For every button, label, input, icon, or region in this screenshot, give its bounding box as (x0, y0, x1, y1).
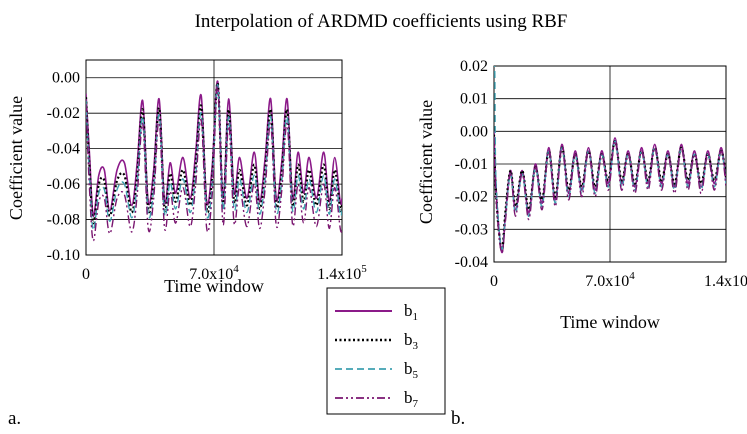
chart-panel-b: 0.02 0.01 0.00 -0.01 -0.02 -0.03 -0.040 7.0x104… (416, 58, 747, 332)
chart-panel-a: 0.00 -0.02 -0.04 -0.06 -0.08 -0.100 7.0x104 1.4… (6, 59, 367, 296)
x-axis-label: Time window (164, 276, 264, 296)
x-tick-label: 1.4x10 (704, 273, 747, 290)
y-axis-label: Coefficient value (6, 96, 26, 220)
y-tick-label: 0.02 (460, 58, 488, 75)
y-tick-label: -0.02 (47, 105, 80, 122)
x-tick-label: 7.0x104 (189, 263, 239, 283)
x-tick-label: 7.0x104 (585, 270, 635, 290)
y-tick-label: -0.04 (47, 141, 80, 158)
y-tick-label: -0.02 (455, 189, 488, 206)
y-tick-label: -0.10 (47, 247, 80, 264)
series-line-b7 (494, 137, 726, 254)
y-tick-label: 0.00 (52, 70, 80, 87)
figure-title: Interpolation of ARDMD coefficients usin… (195, 11, 568, 32)
y-tick-label: 0.00 (460, 123, 488, 140)
x-axis-label: Time window (560, 312, 660, 332)
x-tick-label: 0 (82, 266, 90, 283)
legend-box (326, 287, 446, 415)
y-tick-label: -0.03 (455, 221, 488, 238)
y-tick-label: -0.08 (47, 212, 80, 229)
y-tick-label: 0.01 (460, 91, 488, 108)
series-line-b7 (86, 85, 342, 242)
y-tick-label: -0.04 (455, 254, 488, 271)
y-tick-label: -0.06 (47, 176, 80, 193)
series-line-b5 (494, 66, 726, 250)
x-tick-label: 1.4x105 (317, 263, 367, 283)
x-tick-label: 0 (490, 273, 498, 290)
panel-label-b: b. (451, 408, 465, 429)
y-tick-label: -0.01 (455, 156, 488, 173)
y-axis-label: Coefficient value (416, 100, 436, 224)
panel-label-a: a. (8, 408, 21, 429)
